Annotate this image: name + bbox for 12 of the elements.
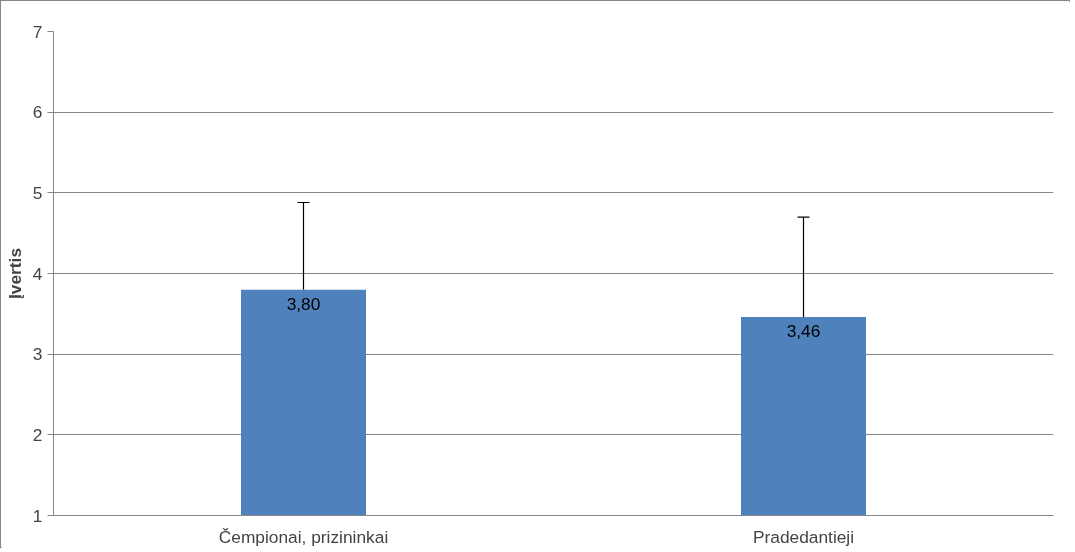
y-tick-label: 5 <box>32 182 43 203</box>
data-label: 3,80 <box>286 293 321 314</box>
y-axis-title: Įvertis <box>4 247 25 300</box>
y-tick-label: 7 <box>32 21 43 42</box>
y-tick-label: 1 <box>32 505 43 526</box>
y-tick-label: 4 <box>32 263 43 284</box>
y-tick-label: 2 <box>32 424 43 445</box>
y-tick-label: 3 <box>32 344 43 365</box>
y-tick-label: 6 <box>32 102 43 123</box>
x-tick-label: Pradedantieji <box>752 526 855 547</box>
data-label: 3,46 <box>786 321 821 342</box>
x-tick-label: Čempionai, prizininkai <box>218 526 389 547</box>
